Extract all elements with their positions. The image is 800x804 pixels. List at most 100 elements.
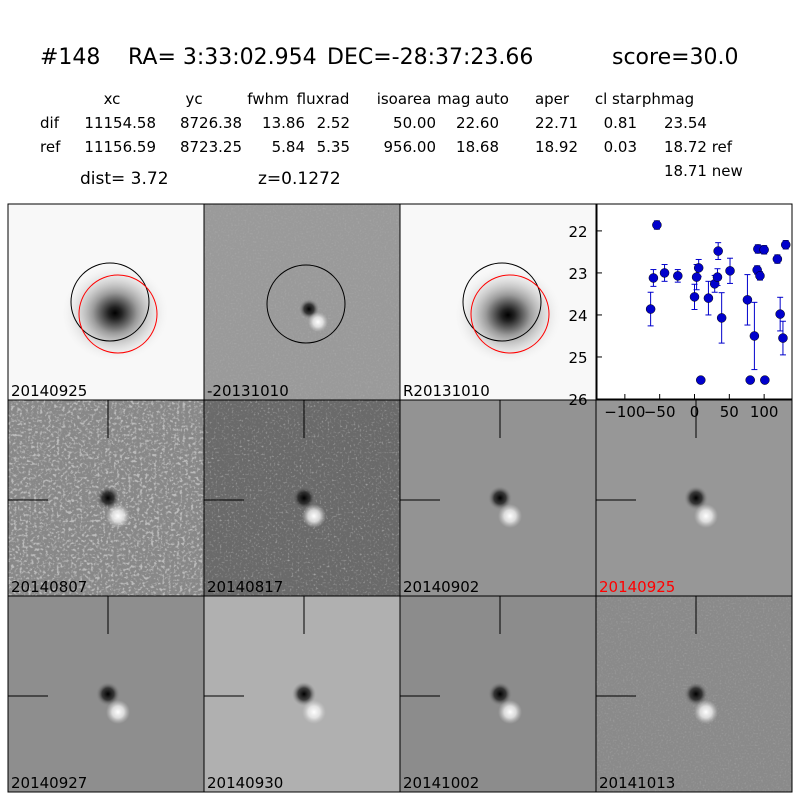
blob xyxy=(292,682,316,706)
point xyxy=(780,240,791,250)
blob xyxy=(96,486,120,510)
y-tick-label: 26 xyxy=(568,391,587,409)
blob xyxy=(488,682,512,706)
table: xc yc fwhm fluxrad isoarea mag auto aper cl sta… xyxy=(40,90,733,156)
blob xyxy=(106,700,130,724)
circle xyxy=(462,262,542,342)
panel-label: 20140930 xyxy=(207,774,283,792)
point xyxy=(759,245,769,255)
panel-label: 20140807 xyxy=(11,578,87,596)
point xyxy=(673,271,683,281)
col-header: fwhm xyxy=(247,90,288,108)
cell: 11156.59 xyxy=(84,138,156,156)
point xyxy=(648,273,659,283)
y-tick-label: 22 xyxy=(568,223,587,241)
images xyxy=(7,203,793,793)
header: #148 RA= 3:33:02.954 DEC=-28:37:23.66 sc… xyxy=(40,45,739,70)
point xyxy=(775,309,785,319)
blob xyxy=(498,700,522,724)
phmag-new: 18.71 new xyxy=(664,162,743,180)
point xyxy=(713,246,723,256)
col-header: phmag xyxy=(642,90,694,108)
col-header: isoarea xyxy=(377,90,432,108)
cell: 18.92 xyxy=(535,138,578,156)
cell: 18.68 xyxy=(456,138,499,156)
dec: DEC=-28:37:23.66 xyxy=(327,45,533,70)
cell: 11154.58 xyxy=(84,114,156,132)
point xyxy=(691,272,702,282)
panel-label: -20131010 xyxy=(207,382,289,400)
circle xyxy=(78,274,158,354)
point xyxy=(778,333,788,343)
point xyxy=(703,293,714,303)
y-tick-label: 25 xyxy=(568,349,587,367)
point xyxy=(652,220,662,230)
y-tick-label: 23 xyxy=(568,265,587,283)
cell: dif xyxy=(40,114,60,132)
blob xyxy=(684,682,708,706)
panel-label: R20131010 xyxy=(403,382,490,400)
blob xyxy=(694,700,718,724)
x-tick-label: 0 xyxy=(690,403,700,421)
cell: 22.60 xyxy=(456,114,499,132)
panel-label: 20140927 xyxy=(11,774,87,792)
col-header: mag auto xyxy=(437,90,509,108)
x-tick-label: 50 xyxy=(720,403,739,421)
col-header: yc xyxy=(185,90,202,108)
col-header: aper xyxy=(535,90,570,108)
lightcurve: 22 23 24 25 26 −100−50 0 50 100 xyxy=(568,203,793,421)
blob xyxy=(308,312,328,332)
cell: 5.84 xyxy=(272,138,305,156)
plot-frame xyxy=(596,203,793,400)
point xyxy=(689,292,700,302)
plot-area xyxy=(645,220,791,385)
point xyxy=(716,313,727,323)
point xyxy=(712,272,723,282)
col-header: cl star xyxy=(595,90,642,108)
panel-labels: 20140925 -20131010 R20131010 20140807 201408… xyxy=(11,382,675,792)
galaxy xyxy=(60,263,170,363)
point xyxy=(772,254,783,264)
panel-label: 20140925 xyxy=(599,578,675,596)
panel-label: 20140902 xyxy=(403,578,479,596)
y-tick-label: 24 xyxy=(568,307,587,325)
cell: 50.00 xyxy=(393,114,436,132)
point xyxy=(760,375,770,385)
circle xyxy=(266,264,346,344)
blob xyxy=(684,486,708,510)
point xyxy=(742,295,753,305)
blob xyxy=(96,682,120,706)
cell: 22.71 xyxy=(535,114,578,132)
cell: 2.52 xyxy=(317,114,350,132)
redshift: z=0.1272 xyxy=(258,169,341,189)
cell: 0.03 xyxy=(604,138,637,156)
blob xyxy=(488,486,512,510)
blob xyxy=(302,504,326,528)
circle xyxy=(70,262,150,342)
cell: 8726.38 xyxy=(180,114,242,132)
cell: 0.81 xyxy=(604,114,637,132)
panel-label: 20140817 xyxy=(207,578,283,596)
x-tick-label: 100 xyxy=(750,403,779,421)
panel-borders xyxy=(7,203,793,793)
point xyxy=(659,268,670,278)
cell: 8723.25 xyxy=(180,138,242,156)
point xyxy=(749,331,760,341)
circle xyxy=(470,274,550,354)
point xyxy=(696,375,706,385)
panel-label: 20141013 xyxy=(599,774,675,792)
point xyxy=(755,271,765,281)
panel-label: 20140925 xyxy=(11,382,87,400)
cell: 18.72 ref xyxy=(664,138,733,156)
blob xyxy=(498,504,522,528)
cell: 5.35 xyxy=(317,138,350,156)
dipoles xyxy=(8,400,718,724)
blob xyxy=(292,486,316,510)
cell: 23.54 xyxy=(664,114,707,132)
col-header: fluxrad xyxy=(297,90,350,108)
x-tick-label: −50 xyxy=(644,403,676,421)
score: score=30.0 xyxy=(612,45,739,70)
point xyxy=(645,304,656,314)
blob xyxy=(302,700,326,724)
